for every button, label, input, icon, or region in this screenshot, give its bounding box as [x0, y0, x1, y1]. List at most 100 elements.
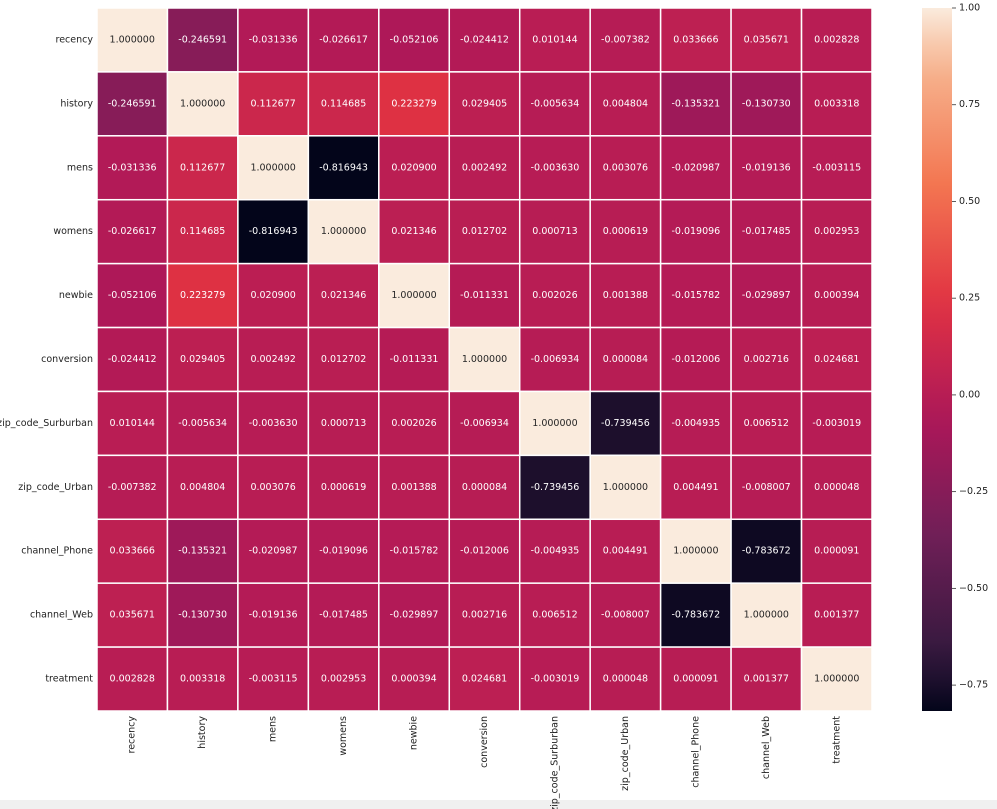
heatmap-cell	[659, 71, 732, 137]
colorbar-tick-label: −0.75	[959, 680, 988, 691]
cell-label: -0.015782	[390, 546, 439, 557]
cell-label: -0.003115	[812, 162, 861, 173]
heatmap-cell	[800, 326, 873, 393]
cell-label: 0.002953	[814, 226, 859, 237]
cell-label: 0.000048	[814, 482, 859, 493]
y-tick-label: channel_Web	[30, 610, 93, 621]
heatmap-cell	[448, 390, 521, 457]
cell-label: -0.003019	[531, 674, 580, 685]
cell-label: -0.029897	[390, 610, 439, 621]
cell-label: 0.001377	[744, 674, 789, 685]
heatmap-cell	[589, 582, 662, 648]
cell-label: -0.019136	[742, 162, 791, 173]
cell-label: 1.000000	[673, 546, 718, 557]
cell-label: 0.012702	[321, 354, 366, 365]
heatmap-cell	[659, 262, 732, 329]
heatmap-cell	[378, 646, 451, 712]
heatmap-cell	[800, 518, 873, 584]
cell-label: 1.000000	[462, 354, 507, 365]
cell-label: -0.019096	[671, 226, 720, 237]
heatmap-cell	[237, 262, 310, 329]
heatmap-cell	[659, 135, 732, 201]
cell-label: -0.008007	[601, 610, 650, 621]
cell-label: 0.012702	[462, 226, 507, 237]
heatmap-cell	[518, 390, 591, 457]
cell-label: -0.052106	[390, 34, 439, 45]
heatmap-cell	[448, 135, 521, 201]
heatmap-cell	[518, 262, 591, 329]
cell-label: 0.114685	[321, 98, 366, 109]
colorbar-tick-label: −0.25	[959, 486, 988, 497]
cell-label: 0.020900	[250, 290, 295, 301]
heatmap-cell	[166, 646, 239, 712]
heatmap-cell	[518, 518, 591, 584]
cell-label: -0.008007	[742, 482, 791, 493]
cell-label: 1.000000	[391, 290, 436, 301]
heatmap-cell	[166, 390, 239, 457]
heatmap-cell	[448, 71, 521, 137]
cell-label: 0.000048	[603, 674, 648, 685]
heatmap-cell	[307, 198, 380, 265]
heatmap-cell	[589, 7, 662, 73]
heatmap-cell	[378, 454, 451, 521]
cell-label: -0.003630	[249, 418, 298, 429]
heatmap-cell	[96, 454, 169, 521]
cell-label: -0.007382	[601, 34, 650, 45]
heatmap-cell	[448, 582, 521, 648]
heatmap-cell	[307, 390, 380, 457]
heatmap-cell	[518, 135, 591, 201]
cell-label: -0.004935	[531, 546, 580, 557]
cell-label: 1.000000	[180, 98, 225, 109]
cell-label: -0.816943	[249, 226, 298, 237]
cell-label: 0.002026	[532, 290, 577, 301]
y-tick-label: treatment	[45, 674, 93, 685]
cell-label: 0.000713	[321, 418, 366, 429]
heatmap-cell	[96, 390, 169, 457]
cell-label: -0.130730	[178, 610, 227, 621]
heatmap-cell	[166, 262, 239, 329]
cell-label: 0.021346	[321, 290, 366, 301]
cell-label: 0.000619	[603, 226, 648, 237]
cell-label: -0.003115	[249, 674, 298, 685]
heatmap-cell	[237, 390, 310, 457]
cell-label: -0.031336	[249, 34, 298, 45]
cell-label: 1.000000	[250, 162, 295, 173]
heatmap-cell	[730, 7, 803, 73]
y-tick-label: newbie	[59, 290, 93, 301]
y-tick-label: womens	[53, 226, 93, 237]
cell-label: 0.002953	[321, 674, 366, 685]
heatmap-cell	[659, 646, 732, 712]
cell-label: -0.007382	[108, 482, 157, 493]
heatmap-cell	[730, 71, 803, 137]
heatmap-cell	[96, 262, 169, 329]
cell-label: -0.026617	[108, 226, 157, 237]
heatmap-cell	[307, 326, 380, 393]
cell-label: 0.010144	[110, 418, 155, 429]
cell-label: 0.112677	[180, 162, 225, 173]
y-tick-label: conversion	[41, 354, 93, 365]
cell-label: 1.000000	[321, 226, 366, 237]
heatmap-cell	[730, 646, 803, 712]
heatmap-cell	[518, 71, 591, 137]
cell-label: 0.000091	[673, 674, 718, 685]
cell-label: 0.000619	[321, 482, 366, 493]
cell-label: -0.024412	[460, 34, 509, 45]
heatmap-cell	[589, 646, 662, 712]
cell-label: 0.002828	[814, 34, 859, 45]
cell-label: -0.019096	[319, 546, 368, 557]
cell-label: -0.029897	[742, 290, 791, 301]
cell-label: 0.035671	[110, 610, 155, 621]
heatmap-cell	[448, 326, 521, 393]
heatmap-cell	[800, 198, 873, 265]
cell-label: 1.000000	[744, 610, 789, 621]
heatmap-cell	[96, 71, 169, 137]
cell-label: 0.002828	[110, 674, 155, 685]
colorbar-tick-label: 1.00	[959, 3, 980, 14]
heatmap-cell	[307, 582, 380, 648]
heatmap-cell	[800, 390, 873, 457]
colorbar-tick-label: 0.00	[959, 389, 980, 400]
heatmap-cell	[659, 326, 732, 393]
cell-label: -0.004935	[671, 418, 720, 429]
cell-label: -0.246591	[178, 34, 227, 45]
heatmap-cell	[96, 582, 169, 648]
